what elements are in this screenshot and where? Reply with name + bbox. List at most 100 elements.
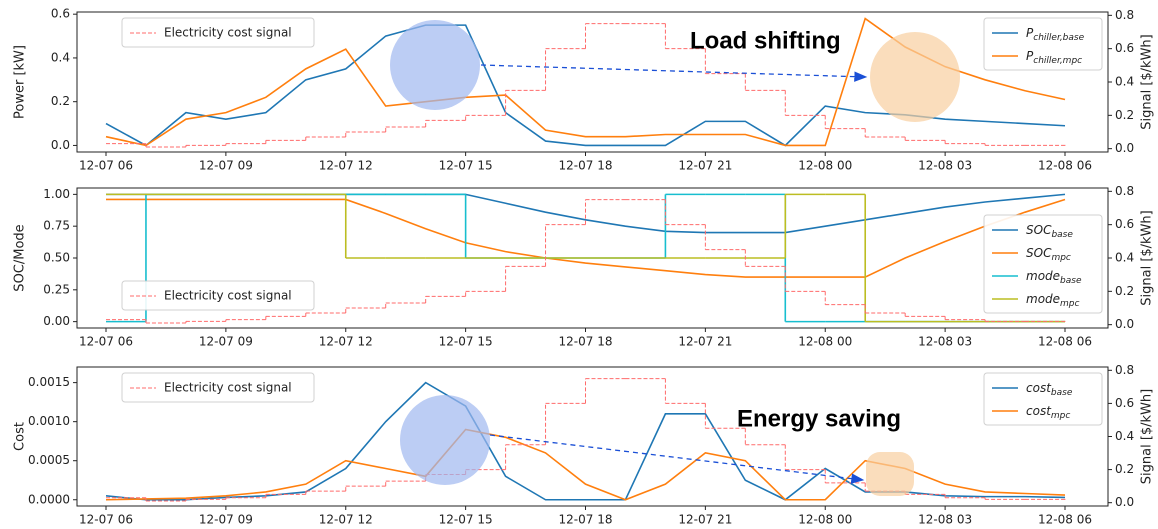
x-tick-label: 12-07 06	[79, 335, 133, 349]
x-tick-label: 12-08 00	[798, 159, 852, 173]
x-tick-label: 12-07 12	[319, 159, 373, 173]
legend-label: Pchiller,base	[1026, 26, 1085, 43]
y-tick-label: 0.0000	[28, 492, 70, 506]
y-tick-label: 0.2	[51, 94, 70, 108]
legend-label: modempc	[1026, 292, 1080, 309]
series-line	[105, 428, 1066, 501]
x-tick-label: 12-07 12	[319, 513, 373, 527]
x-tick-label: 12-07 18	[559, 335, 613, 349]
highlight-box	[866, 452, 914, 496]
plots: 0.0 0.2 0.4 0.6 0.0 0.2 0.4 0.6 0.8 12-07 06 12-07…	[13, 7, 1155, 527]
y2-tick-label: 0.0	[1115, 495, 1134, 509]
y2-tick-label: 0.4	[1115, 429, 1134, 443]
y-tick-label: 0.00	[43, 314, 70, 328]
x-tick-label: 12-07 15	[439, 159, 493, 173]
x-tick-label: 12-08 03	[918, 159, 972, 173]
arrow	[489, 434, 865, 484]
x-tick-label: 12-08 00	[798, 335, 852, 349]
y2-tick-label: 0.6	[1115, 41, 1134, 55]
x-tick-label: 12-08 03	[918, 335, 972, 349]
legend-name: mode	[1026, 269, 1060, 283]
y2-axis-label: Signal [$/kWh]	[1140, 34, 1155, 129]
highlight-circle	[870, 32, 960, 122]
annotation: Load shifting	[690, 27, 841, 54]
highlight-circle	[390, 20, 480, 110]
legend-box	[121, 372, 315, 403]
legend-subscript: base	[1051, 230, 1073, 240]
x-tick-label: 12-07 09	[199, 159, 253, 173]
x-tick-label: 12-08 06	[1038, 159, 1092, 173]
legend-box	[121, 280, 315, 311]
y-axis-label: SOC/Mode	[13, 224, 28, 291]
series-line	[106, 198, 1066, 278]
legend-box	[983, 214, 1103, 314]
x-tick-label: 12-07 18	[559, 159, 613, 173]
legend-name: SOC	[1026, 246, 1052, 260]
y2-tick-label: 0.8	[1115, 363, 1134, 377]
y2-tick-label: 0.4	[1115, 251, 1134, 265]
x-tick-label: 12-07 09	[199, 335, 253, 349]
legend-label: SOCbase	[1026, 223, 1073, 240]
x-tick-label: 12-08 00	[798, 513, 852, 527]
y2-tick-label: 0.4	[1115, 75, 1134, 89]
legend-subscript: mpc	[1051, 253, 1070, 263]
y2-tick-label: 0.0	[1115, 317, 1134, 331]
x-tick-label: 12-07 06	[79, 159, 133, 173]
highlights	[390, 20, 960, 496]
x-tick-label: 12-07 21	[678, 335, 732, 349]
legend-subscript: chiller,mpc	[1033, 56, 1082, 66]
legend-subscript: base	[1060, 276, 1082, 286]
y2-tick-label: 0.2	[1115, 284, 1134, 298]
x-tick-label: 12-08 06	[1038, 513, 1092, 527]
y2-tick-label: 0.8	[1115, 184, 1134, 198]
y-tick-label: 0.0	[51, 138, 70, 152]
y-axis-label: Power [kW]	[13, 45, 28, 119]
y2-tick-label: 0.6	[1115, 217, 1134, 231]
legend-label: Electricity cost signal	[164, 26, 292, 40]
y-tick-label: 0.6	[51, 7, 70, 21]
legend-name: P	[1026, 49, 1034, 63]
y-tick-label: 0.4	[51, 50, 70, 64]
legend-name: mode	[1026, 292, 1060, 306]
legend: Electricity cost signal	[121, 372, 315, 403]
arrow	[480, 64, 868, 82]
x-tick-label: 12-07 09	[199, 513, 253, 527]
legend-name: SOC	[1026, 223, 1052, 237]
y2-tick-label: 0.8	[1115, 8, 1134, 22]
legend: Electricity cost signal	[121, 17, 315, 48]
x-tick-label: 12-07 15	[439, 513, 493, 527]
y2-tick-label: 0.0	[1115, 141, 1134, 155]
y2-axis-label: Signal [$/kWh]	[1140, 210, 1155, 305]
y2-tick-label: 0.2	[1115, 108, 1134, 122]
legend-name: cost	[1026, 381, 1052, 395]
x-tick-label: 12-07 21	[678, 513, 732, 527]
y-tick-label: 0.0010	[28, 414, 70, 428]
y2-tick-label: 0.2	[1115, 462, 1134, 476]
y-tick-label: 0.0015	[28, 375, 70, 389]
legend-name: P	[1026, 26, 1034, 40]
legend-name: cost	[1026, 404, 1052, 418]
y2-tick-label: 0.6	[1115, 396, 1134, 410]
annotation: Energy saving	[737, 405, 901, 432]
x-tick-label: 12-07 15	[439, 335, 493, 349]
y-tick-label: 0.25	[43, 282, 70, 296]
x-tick-label: 12-08 03	[918, 513, 972, 527]
y-tick-label: 0.0005	[28, 453, 70, 467]
legend-label: modebase	[1026, 269, 1082, 286]
legend-box	[983, 372, 1103, 426]
highlight-circle	[400, 395, 490, 485]
x-tick-label: 12-07 18	[559, 513, 613, 527]
x-tick-label: 12-08 06	[1038, 335, 1092, 349]
legend-subscript: base	[1051, 388, 1073, 398]
x-tick-label: 12-07 12	[319, 335, 373, 349]
legend-subscript: mpc	[1051, 411, 1070, 421]
y-axis-label: Cost	[13, 422, 28, 451]
legend-label: Electricity cost signal	[164, 381, 292, 395]
y2-axis-label: Signal [$/kWh]	[1140, 389, 1155, 484]
x-tick-label: 12-07 21	[678, 159, 732, 173]
legend-label: costbase	[1026, 381, 1073, 398]
legend-label: SOCmpc	[1026, 246, 1071, 263]
